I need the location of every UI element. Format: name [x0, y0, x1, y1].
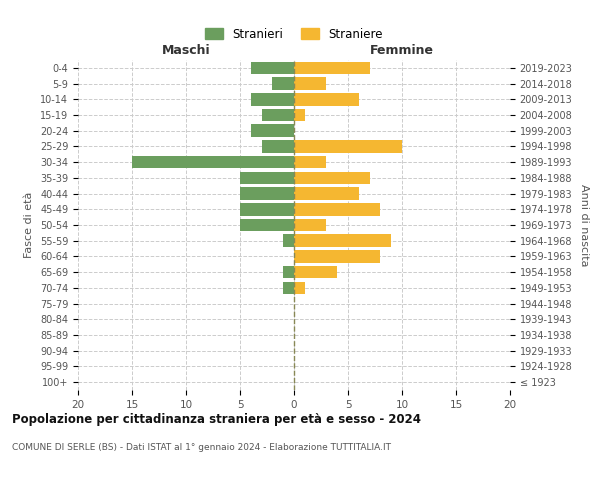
Bar [294, 62, 370, 74]
Text: Popolazione per cittadinanza straniera per età e sesso - 2024: Popolazione per cittadinanza straniera p… [12, 412, 421, 426]
Bar [283, 282, 294, 294]
Bar [240, 188, 294, 200]
Text: COMUNE DI SERLE (BS) - Dati ISTAT al 1° gennaio 2024 - Elaborazione TUTTITALIA.I: COMUNE DI SERLE (BS) - Dati ISTAT al 1° … [12, 442, 391, 452]
Y-axis label: Fasce di età: Fasce di età [25, 192, 34, 258]
Bar [294, 250, 380, 262]
Bar [272, 78, 294, 90]
Bar [251, 124, 294, 137]
Legend: Stranieri, Straniere: Stranieri, Straniere [200, 23, 388, 46]
Text: Maschi: Maschi [161, 44, 211, 57]
Text: Femmine: Femmine [370, 44, 434, 57]
Bar [251, 62, 294, 74]
Bar [132, 156, 294, 168]
Bar [251, 93, 294, 106]
Bar [294, 108, 305, 122]
Bar [283, 266, 294, 278]
Bar [294, 156, 326, 168]
Bar [283, 234, 294, 247]
Bar [294, 78, 326, 90]
Bar [294, 218, 326, 232]
Bar [294, 188, 359, 200]
Bar [294, 282, 305, 294]
Bar [294, 203, 380, 215]
Bar [294, 234, 391, 247]
Bar [294, 266, 337, 278]
Bar [240, 172, 294, 184]
Bar [294, 172, 370, 184]
Y-axis label: Anni di nascita: Anni di nascita [579, 184, 589, 266]
Bar [294, 93, 359, 106]
Bar [294, 140, 402, 152]
Bar [262, 108, 294, 122]
Bar [240, 203, 294, 215]
Bar [240, 218, 294, 232]
Bar [262, 140, 294, 152]
